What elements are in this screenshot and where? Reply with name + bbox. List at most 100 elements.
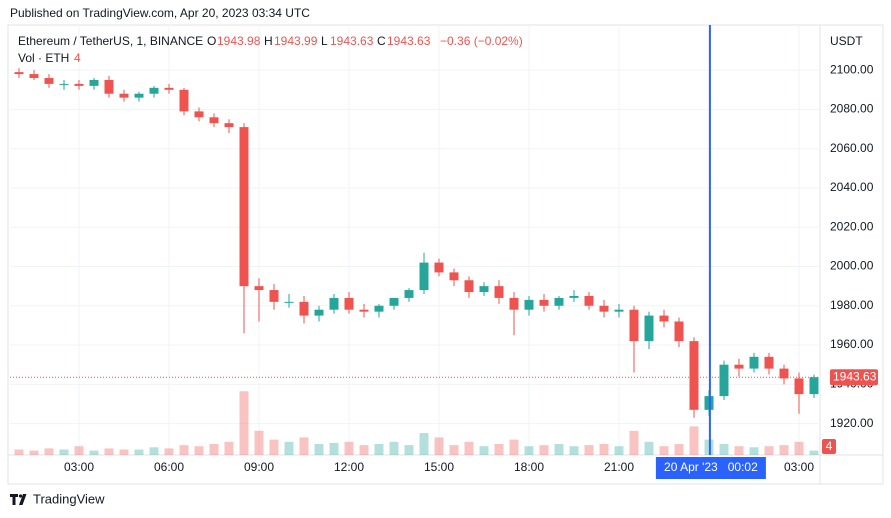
- candle-body: [554, 297, 564, 306]
- candle-body: [344, 297, 354, 310]
- legend-low-label: L: [321, 34, 328, 48]
- candle-body: [164, 87, 174, 90]
- volume-bar: [749, 447, 759, 455]
- volume-last: 4: [74, 51, 81, 65]
- candle-body: [764, 356, 774, 369]
- volume-bar: [809, 450, 819, 455]
- legend-low: 1943.63: [330, 34, 374, 48]
- candle-body: [809, 377, 819, 395]
- candle-body: [404, 290, 414, 298]
- brand-name: TradingView: [33, 491, 105, 506]
- volume-bar: [149, 447, 159, 455]
- candle-body: [749, 356, 759, 369]
- volume-bar: [584, 445, 594, 455]
- last-price-label: 1943.63: [833, 369, 877, 383]
- candle-body: [329, 297, 339, 310]
- volume-bar: [374, 444, 384, 455]
- candle-body: [59, 83, 69, 85]
- volume-bar: [569, 446, 579, 455]
- legend-close: 1943.63: [387, 34, 431, 48]
- candle-body: [659, 315, 669, 322]
- candle-body: [209, 117, 219, 124]
- candle-body: [14, 72, 24, 75]
- candle-body: [614, 309, 624, 312]
- x-tick-label: 15:00: [424, 460, 454, 474]
- volume-bar: [59, 449, 69, 455]
- candle-body: [629, 309, 639, 342]
- candle-body: [104, 79, 114, 94]
- y-tick-label: 2080.00: [830, 102, 874, 116]
- candle-body: [689, 341, 699, 410]
- candle-body: [674, 321, 684, 342]
- x-tick-label: 18:00: [514, 460, 544, 474]
- legend-open-label: O: [207, 34, 216, 48]
- candle-body: [734, 364, 744, 369]
- y-tick-label: 2040.00: [830, 180, 874, 194]
- candle-body: [449, 272, 459, 281]
- volume-bar: [689, 426, 699, 455]
- candle-body: [374, 305, 384, 312]
- candle-body: [434, 262, 444, 273]
- volume-bar: [644, 441, 654, 455]
- x-tick-label: 09:00: [244, 460, 274, 474]
- volume-bar: [119, 449, 129, 455]
- chart-title: Ethereum / TetherUS, 1, BINANCE: [18, 34, 203, 48]
- candle-body: [299, 301, 309, 316]
- volume-bar: [314, 444, 324, 455]
- volume-bar: [659, 446, 669, 455]
- candle-body: [254, 286, 264, 291]
- last-price-box: [830, 369, 878, 386]
- x-tick-label: 06:00: [154, 460, 184, 474]
- volume-bar: [419, 433, 429, 455]
- volume-bar: [269, 439, 279, 455]
- legend-high: 1943.99: [274, 34, 318, 48]
- volume-bar: [209, 444, 219, 455]
- volume-bar: [509, 439, 519, 455]
- volume-bar: [539, 445, 549, 455]
- volume-bar: [629, 430, 639, 455]
- candle-body: [779, 368, 789, 379]
- published-note: Published on TradingView.com, Apr 20, 20…: [10, 6, 310, 20]
- volume-bar: [794, 441, 804, 455]
- candle-body: [224, 123, 234, 128]
- candle-body: [119, 93, 129, 98]
- volume-bar: [614, 446, 624, 455]
- volume-bar: [389, 441, 399, 455]
- candle-body: [539, 299, 549, 306]
- volume-bar: [164, 448, 174, 455]
- candle-body: [464, 280, 474, 293]
- x-tick-label: 03:00: [784, 460, 814, 474]
- candle-body: [509, 297, 519, 310]
- volume-title: Vol · ETH: [18, 51, 69, 65]
- x-tick-label: 21:00: [604, 460, 634, 474]
- volume-bar: [29, 450, 39, 455]
- volume-bar: [179, 445, 189, 455]
- candle-body: [194, 111, 204, 118]
- volume-last-box: [822, 439, 836, 454]
- brand-logo: [10, 494, 27, 505]
- candle-body: [584, 295, 594, 306]
- candle-body: [494, 286, 504, 298]
- candle-body: [29, 74, 39, 79]
- volume-bar: [14, 449, 24, 455]
- candle-body: [719, 364, 729, 397]
- candle-body: [599, 305, 609, 312]
- plot-area: [10, 25, 820, 455]
- candle-body: [479, 286, 489, 293]
- y-tick-label: 2060.00: [830, 141, 874, 155]
- volume-bar: [464, 441, 474, 455]
- crosshair-box: [655, 457, 766, 479]
- chart-frame: [7, 24, 884, 485]
- volume-bar: [89, 450, 99, 455]
- y-tick-label: 1920.00: [830, 416, 874, 430]
- candle-body: [44, 78, 54, 84]
- candle-body: [134, 93, 144, 98]
- volume-last-axis-label: 4: [826, 439, 833, 453]
- y-tick-label: 2020.00: [830, 219, 874, 233]
- candle-body: [569, 295, 579, 298]
- y-tick-label: 1980.00: [830, 298, 874, 312]
- volume-bar: [134, 449, 144, 455]
- y-axis-label: USDT: [830, 34, 863, 48]
- candle-body: [794, 378, 804, 395]
- volume-bar: [734, 446, 744, 455]
